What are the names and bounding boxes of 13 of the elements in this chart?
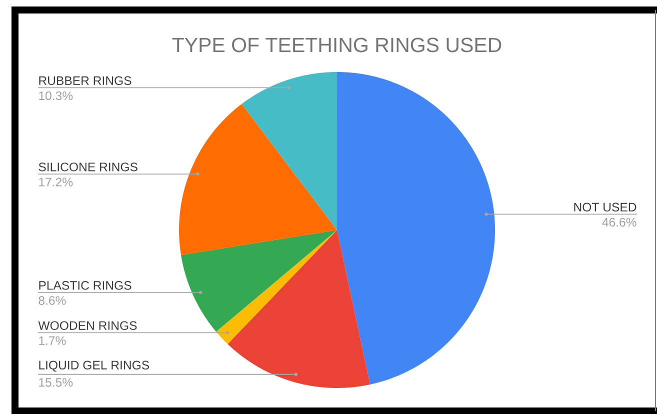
slice-label: SILICONE RINGS	[38, 162, 138, 172]
slice-label: NOT USED	[574, 202, 636, 212]
slice-label: LIQUID GEL RINGS	[39, 360, 150, 372]
slice-label: RUBBER RINGS	[39, 76, 132, 86]
data-label: 17.2%	[39, 178, 73, 186]
data-label: 46.6%	[602, 218, 636, 227]
data-label: 1.7%	[39, 336, 66, 345]
data-label: 10.3%	[39, 91, 73, 100]
chart-title: TYPE OF TEETHING RINGS USED	[172, 38, 502, 52]
slice-label: WOODEN RINGS	[38, 321, 137, 330]
data-label: 15.5%	[39, 378, 73, 387]
data-label: 8.6%	[38, 296, 66, 305]
slice-label: PLASTIC RINGS	[39, 281, 132, 290]
